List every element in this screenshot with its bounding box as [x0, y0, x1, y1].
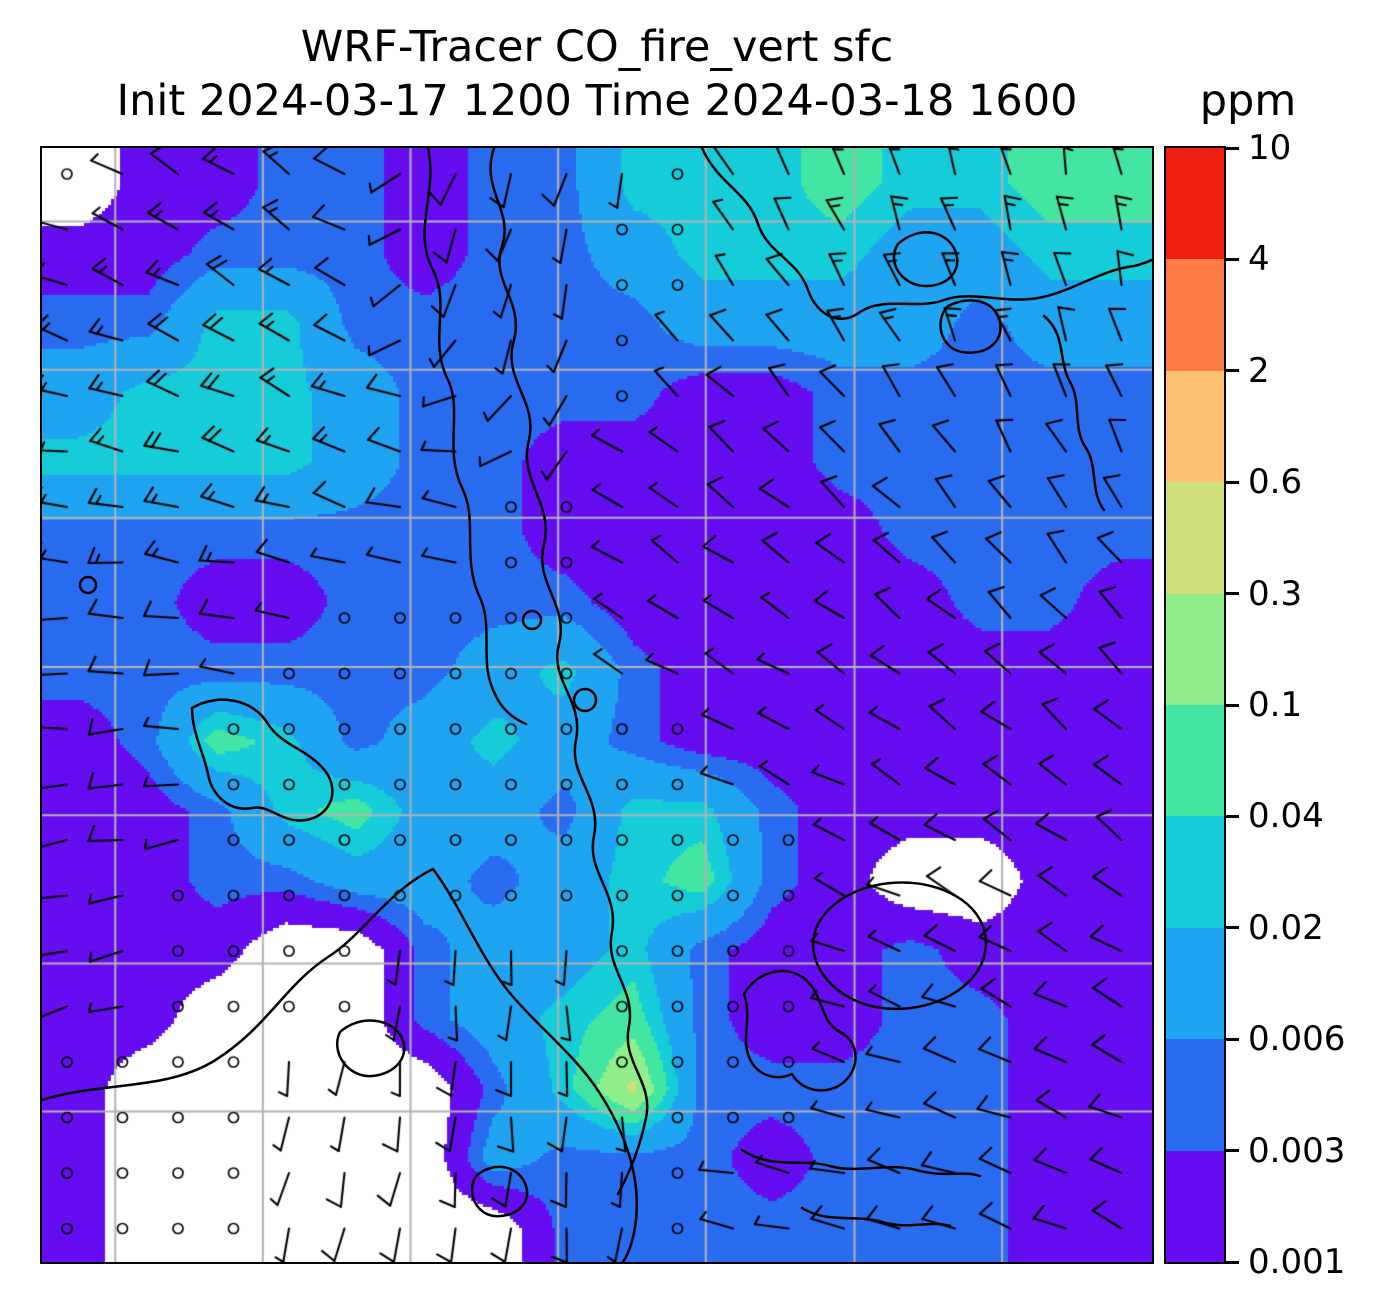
colorbar-tick-label: 0.006 [1248, 1019, 1346, 1060]
wind-barbs-canvas [42, 148, 1152, 1262]
colorbar-tick-label: 0.1 [1248, 685, 1303, 725]
colorbar-tick [1226, 814, 1239, 818]
colorbar-band [1166, 482, 1224, 594]
colorbar [1164, 146, 1226, 1264]
colorbar-tick-label: 0.02 [1248, 907, 1324, 948]
colorbar-tick-label: 0.6 [1248, 462, 1303, 503]
colorbar-tick-label: 4 [1248, 239, 1270, 280]
colorbar-tick-label: 2 [1248, 350, 1270, 391]
colorbar-tick [1226, 257, 1239, 261]
colorbar-band [1166, 1150, 1224, 1263]
colorbar-band [1166, 148, 1224, 260]
colorbar-tick-label: 0.04 [1248, 796, 1324, 837]
colorbar-tick [1226, 1037, 1239, 1041]
colorbar-tick [1226, 369, 1239, 373]
colorbar-tick [1226, 592, 1239, 596]
colorbar-tick [1226, 480, 1239, 484]
colorbar-ticks: 10 4 2 0.6 0.3 0.1 0.04 0.02 0.006 0.003 0.001 [1226, 128, 1396, 1282]
colorbar-band [1166, 927, 1224, 1040]
chart-subtitle: Init 2024-03-17 1200 Time 2024-03-18 160… [116, 76, 1078, 126]
colorbar-tick [1226, 703, 1239, 707]
colorbar-tick-label: 0.3 [1248, 573, 1303, 614]
colorbar-tick [1226, 146, 1239, 150]
colorbar-unit-label: ppm [1199, 76, 1297, 126]
colorbar-band [1166, 370, 1224, 483]
colorbar-tick [1226, 1260, 1239, 1264]
colorbar-tick-label: 0.001 [1248, 1242, 1346, 1282]
colorbar-tick-label: 10 [1248, 128, 1292, 168]
colorbar-bands [1166, 148, 1224, 1263]
colorbar-tick-label: 0.003 [1248, 1130, 1346, 1171]
colorbar-tick [1226, 926, 1239, 930]
colorbar-band [1166, 1039, 1224, 1151]
plot-border [40, 146, 1154, 1264]
colorbar-tick [1226, 1149, 1239, 1153]
chart-title: WRF-Tracer CO_fire_vert sfc [300, 22, 894, 72]
colorbar-band [1166, 816, 1224, 928]
colorbar-band [1166, 593, 1224, 706]
colorbar-band [1166, 259, 1224, 371]
colorbar-band [1166, 705, 1224, 817]
